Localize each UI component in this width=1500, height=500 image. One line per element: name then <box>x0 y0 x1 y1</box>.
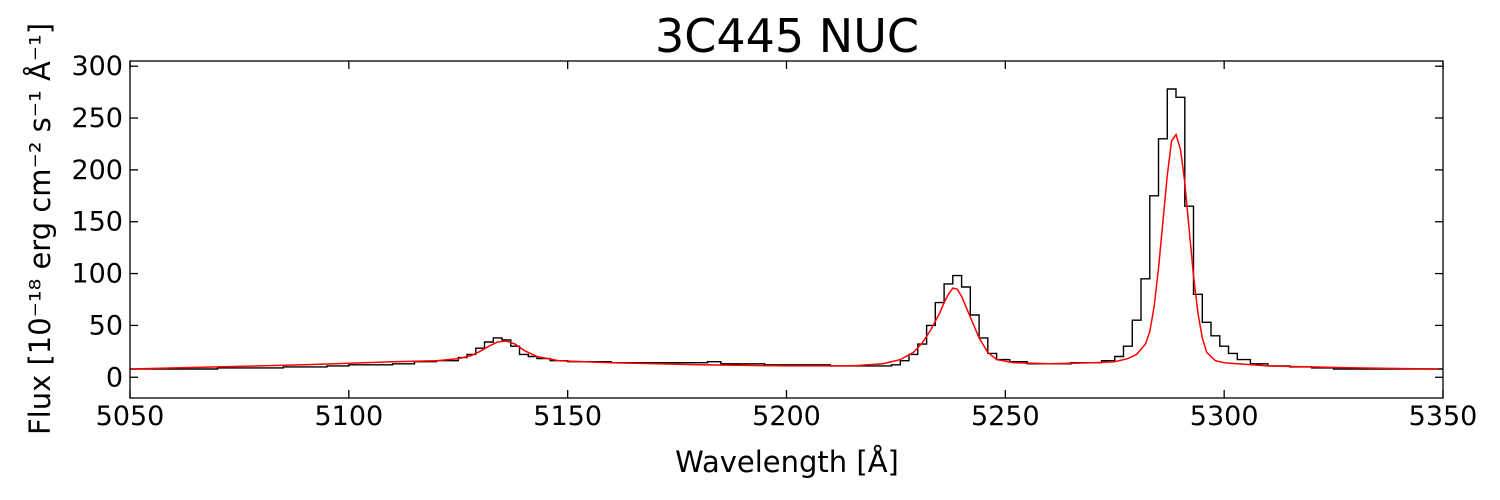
chart-title: 3C445 NUC <box>655 9 919 63</box>
x-tick-label: 5100 <box>314 401 383 432</box>
y-tick-label: 150 <box>71 207 123 238</box>
y-tick-label: 50 <box>89 310 123 341</box>
model-fit-line <box>129 132 1439 370</box>
y-tick-label: 100 <box>71 259 123 290</box>
axis-ticks: 5050 5100 5150 5200 5250 5300 5350 0 50 100 150 200… <box>71 51 1477 432</box>
x-tick-label: 5150 <box>533 401 602 432</box>
plot-frame <box>129 60 1444 399</box>
y-tick-label: 0 <box>106 362 123 393</box>
x-tick-label: 5350 <box>1409 401 1478 432</box>
y-tick-label: 250 <box>71 103 123 134</box>
x-tick-label: 5300 <box>1190 401 1259 432</box>
y-tick-label: 300 <box>71 51 123 82</box>
y-tick-label: 200 <box>71 155 123 186</box>
y-axis-label: Flux [10⁻¹⁸ erg cm⁻² s⁻¹ Å⁻¹] <box>23 23 57 435</box>
data-spectrum-line <box>130 88 1443 370</box>
plot-marks <box>129 88 1443 370</box>
x-tick-label: 5050 <box>96 401 165 432</box>
x-tick-label: 5200 <box>752 401 821 432</box>
x-axis-label: Wavelength [Å] <box>675 445 899 479</box>
x-tick-label: 5250 <box>971 401 1040 432</box>
